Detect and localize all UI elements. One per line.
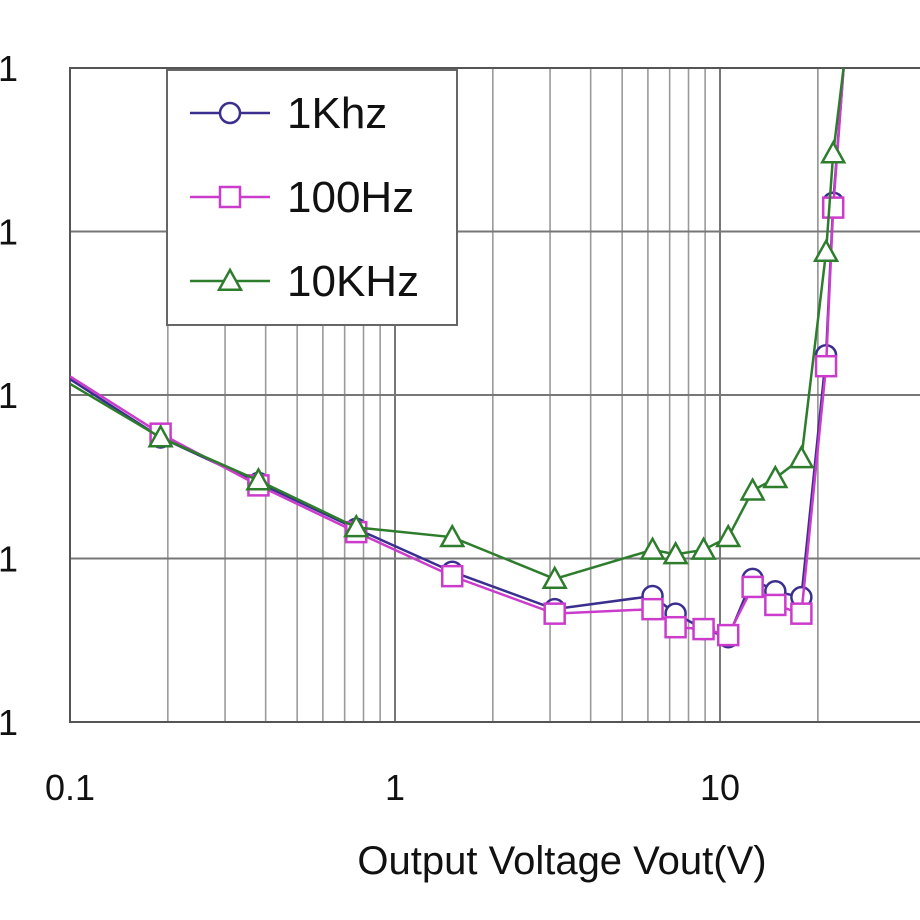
data-point-square	[814, 354, 838, 378]
series-layer	[70, 68, 847, 649]
data-point-square	[764, 593, 787, 617]
data-point-square	[543, 602, 566, 625]
data-point-square	[741, 575, 764, 599]
legend-label: 10KHz	[287, 257, 419, 306]
legend-marker-circle	[218, 101, 242, 125]
data-point-triangle	[245, 466, 272, 491]
x-tick-label: 10	[700, 767, 740, 808]
legend-label: 100Hz	[287, 173, 414, 222]
data-point-triangle	[343, 513, 370, 538]
data-point-triangle	[690, 536, 717, 560]
legend-label: 1Khz	[287, 89, 387, 138]
series-triangle	[70, 68, 847, 589]
y-axis-ticks: 1 1 1 1 1	[0, 48, 18, 743]
x-tick-label: 1	[385, 767, 405, 808]
series-line	[70, 68, 845, 639]
data-point-triangle	[762, 464, 789, 489]
y-tick-label: 1	[0, 375, 18, 416]
series-line	[70, 68, 845, 637]
y-tick-label: 1	[0, 212, 18, 253]
data-point-square	[692, 617, 715, 641]
data-point-square	[664, 615, 687, 639]
x-axis-ticks: 0.1 1 10	[45, 767, 740, 808]
x-axis-title: Output Voltage Vout(V)	[357, 839, 766, 883]
data-point-triangle	[812, 238, 840, 262]
y-tick-label: 1	[0, 539, 18, 580]
legend-marker-triangle	[216, 267, 244, 292]
data-point-triangle	[715, 523, 742, 548]
legend-item: 1Khz	[190, 89, 387, 138]
series-line	[70, 68, 845, 581]
data-point-square	[641, 597, 664, 621]
y-tick-label: 1	[0, 48, 18, 89]
data-point-square	[716, 623, 740, 647]
legend-item: 100Hz	[190, 173, 414, 222]
legend: 1Khz 100Hz 10KHz	[166, 69, 458, 326]
legend-marker-square	[218, 185, 242, 209]
x-tick-label: 0.1	[45, 767, 95, 808]
plot-frame	[69, 67, 920, 723]
data-point-triangle	[662, 540, 689, 565]
data-point-triangle	[541, 565, 568, 589]
data-point-square	[821, 196, 845, 219]
data-point-triangle	[147, 423, 174, 448]
legend-item: 10KHz	[190, 257, 419, 306]
data-point-triangle	[739, 477, 766, 501]
data-point-triangle	[639, 536, 666, 560]
data-point-square	[440, 564, 464, 588]
y-tick-label: 1	[0, 702, 18, 743]
data-point-triangle	[820, 139, 847, 164]
data-point-triangle	[439, 523, 466, 548]
data-point-square	[790, 602, 813, 625]
data-point-triangle	[788, 444, 815, 469]
